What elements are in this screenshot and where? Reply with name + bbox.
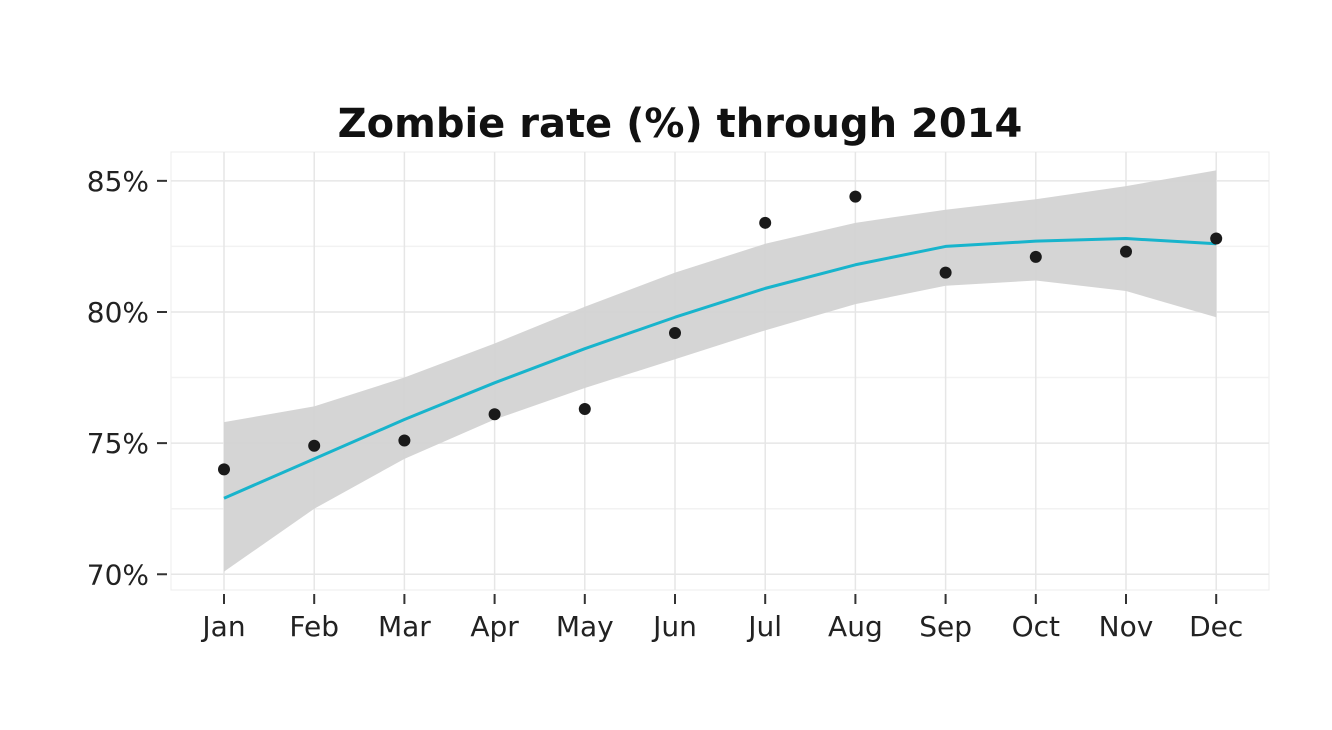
data-point-apr (488, 408, 501, 421)
x-tick-label-apr: Apr (470, 610, 519, 643)
data-point-feb (308, 439, 321, 452)
x-tick-label-sep: Sep (919, 610, 972, 643)
y-tick-label: 75% (87, 427, 149, 460)
x-tick-label-aug: Aug (828, 610, 883, 643)
data-point-jan (218, 463, 230, 476)
y-tick-label: 80% (87, 296, 149, 329)
smooth-trend-line (223, 237, 1217, 500)
smooth-line-layer (223, 237, 1217, 500)
data-point-sep (939, 266, 952, 279)
data-point-dec (1210, 232, 1223, 245)
chart-title: Zombie rate (%) through 2014 (338, 101, 1023, 147)
data-point-jul (759, 216, 772, 229)
data-point-oct (1029, 250, 1042, 263)
x-tick-label-jan: Jan (200, 610, 245, 643)
confidence-band-layer (224, 170, 1217, 572)
data-point-aug (849, 190, 862, 203)
data-point-mar (398, 434, 411, 447)
y-tick-label: 85% (87, 165, 149, 198)
data-points-layer (218, 190, 1223, 476)
x-tick-label-oct: Oct (1012, 610, 1060, 643)
x-tick-label-may: May (556, 610, 614, 643)
x-tick-label-jul: Jul (746, 610, 782, 643)
data-point-nov (1120, 245, 1132, 258)
y-axis: 70% 75% 80% 85% (87, 165, 167, 591)
data-point-may (578, 403, 591, 416)
y-tick-label: 70% (87, 558, 149, 591)
confidence-band (224, 170, 1217, 572)
x-tick-label-nov: Nov (1099, 610, 1154, 643)
x-tick-label-feb: Feb (289, 610, 339, 643)
x-tick-label-dec: Dec (1189, 610, 1243, 643)
x-tick-label-jun: Jun (651, 610, 697, 643)
x-axis: Jan Feb Mar Apr May Jun Jul Aug Sep Oct Nov Dec (200, 594, 1243, 643)
x-tick-label-mar: Mar (378, 610, 431, 643)
data-point-jun (669, 326, 681, 339)
